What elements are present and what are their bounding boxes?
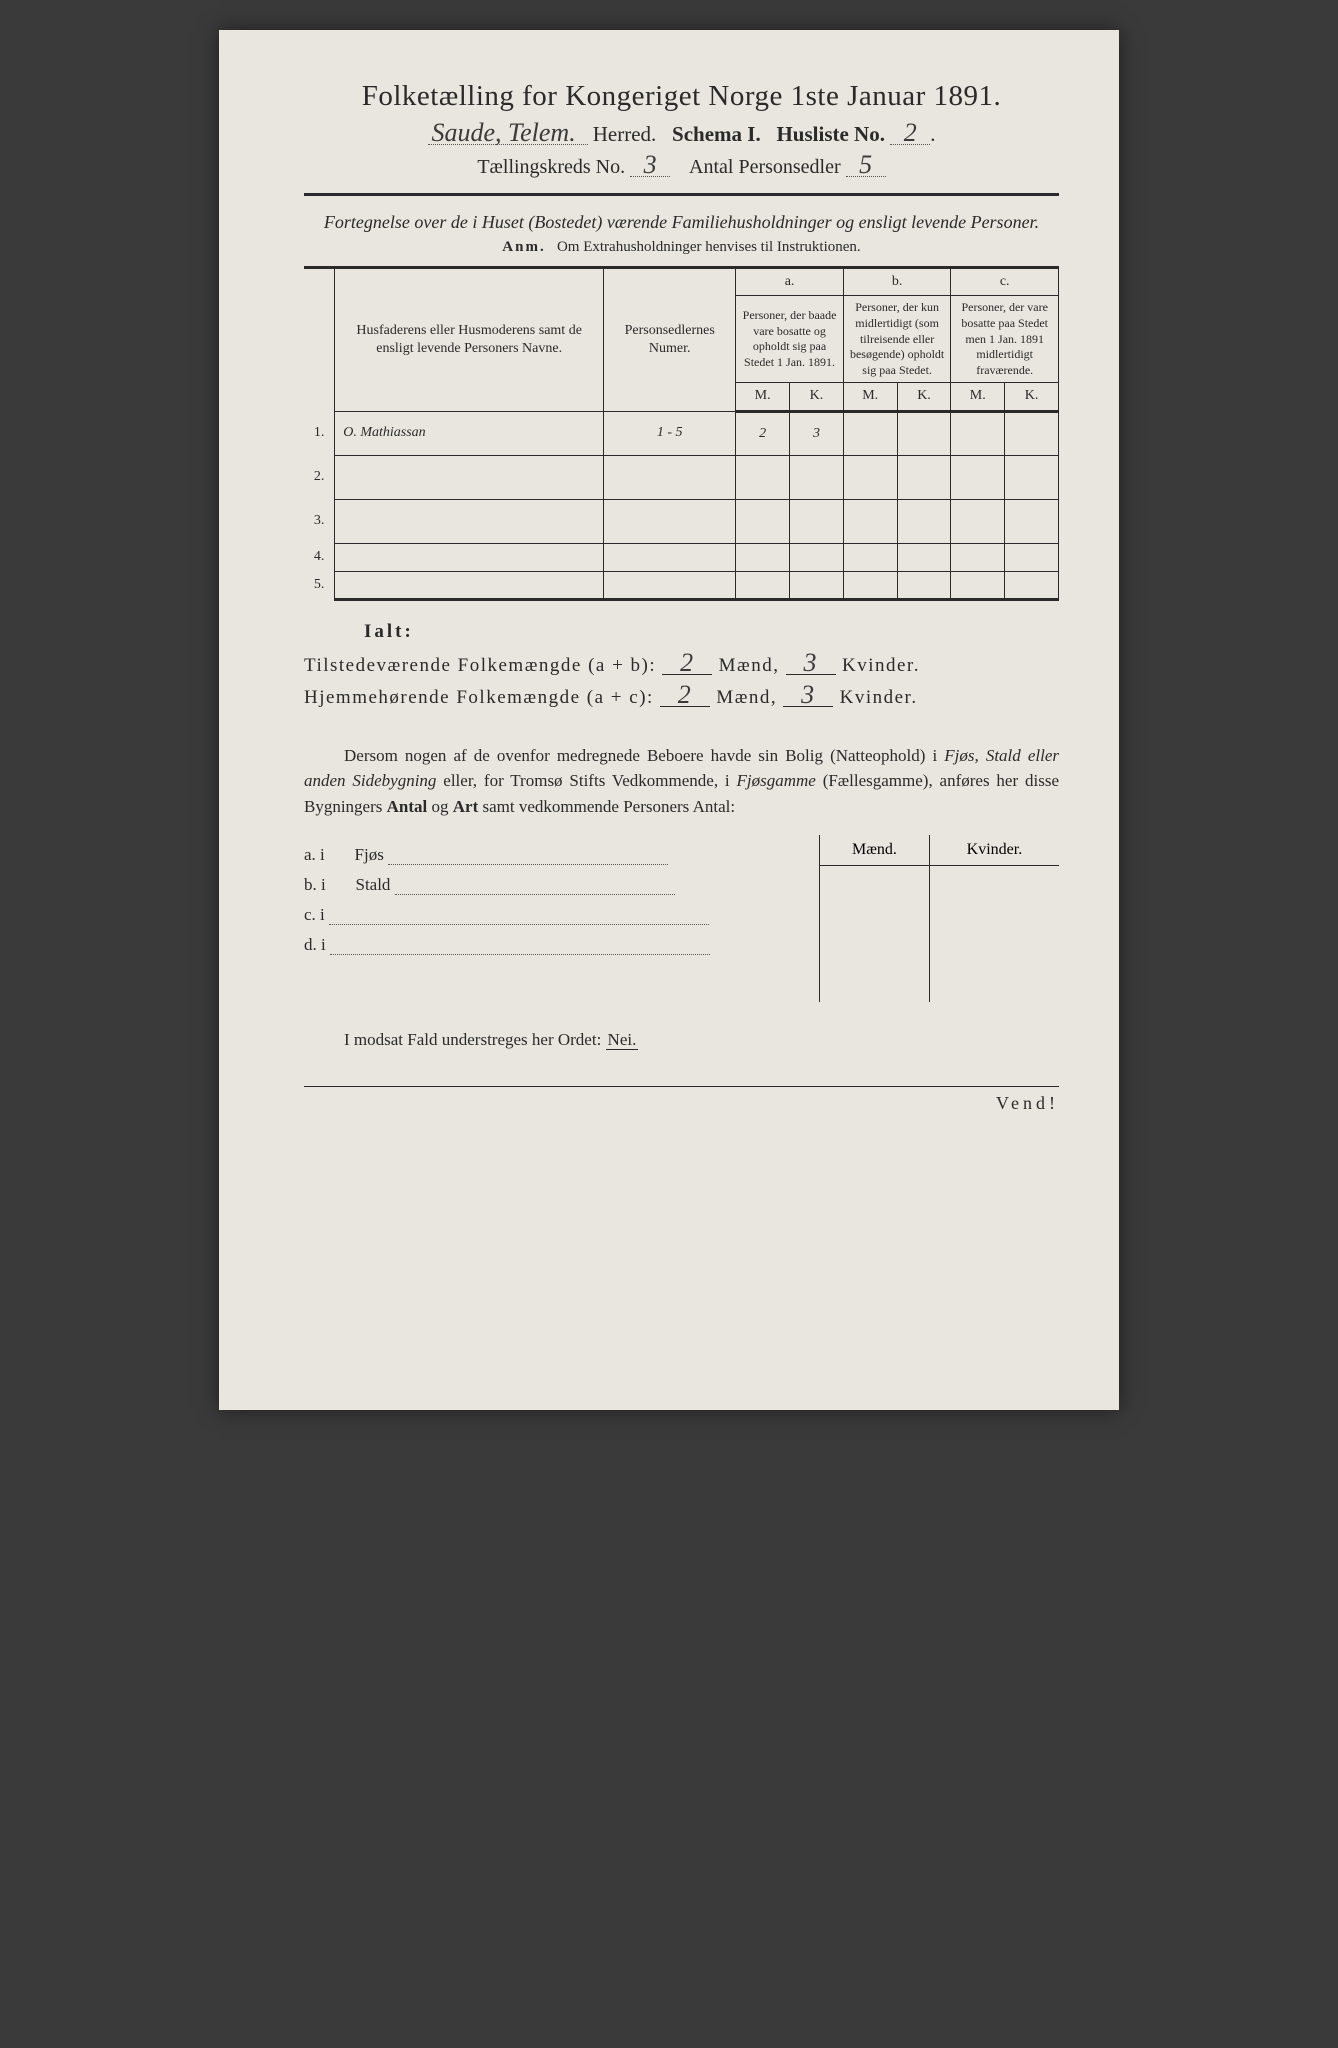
tilstede-kvinder: 3 [786,651,836,675]
buildings-list: a. i Fjøs b. i Stald c. i d. i [304,835,819,1002]
maend-header: Mænd. [820,835,929,866]
husliste-value: 2 [890,121,930,145]
anm-label: Anm. [502,239,545,255]
col-c-header: Personer, der vare bosatte paa Stedet me… [951,296,1059,383]
footer-vend: Vend! [304,1086,1059,1114]
totals-line-1: Tilstedeværende Folkemængde (a + b): 2 M… [304,651,1059,677]
dotted-line [330,941,710,955]
mk-header: M. [951,383,1005,411]
table-row: 2. [304,455,1059,499]
list-item: b. i Stald [304,875,819,895]
list-item: d. i [304,935,819,955]
col-b-label: b. [843,268,951,296]
anm-line: Anm. Om Extrahusholdninger henvises til … [304,239,1059,256]
husliste-label: Husliste No. [776,122,885,146]
ialt-label: Ialt: [304,621,1059,643]
mk-header: K. [790,383,844,411]
herred-label: Herred. [593,122,657,146]
anm-text: Om Extrahusholdninger henvises til Instr… [557,239,861,255]
col-c-label: c. [951,268,1059,296]
kvinder-header: Kvinder. [929,835,1059,866]
list-item: a. i Fjøs [304,845,819,865]
list-item: c. i [304,905,819,925]
subtitle: Fortegnelse over de i Huset (Bostedet) v… [304,210,1059,235]
nei-word: Nei. [606,1030,639,1050]
hjemme-maend: 2 [660,683,710,707]
dotted-line [395,881,675,895]
mk-header: M. [736,383,790,411]
buildings-table: a. i Fjøs b. i Stald c. i d. i [304,835,1059,1002]
page-title: Folketælling for Kongeriget Norge 1ste J… [304,80,1059,113]
header-line-1: Saude, Telem. Herred. Schema I. Husliste… [304,121,1059,147]
herred-value: Saude, Telem. [428,121,588,145]
census-form-page: Folketælling for Kongeriget Norge 1ste J… [219,30,1119,1410]
col-b-header: Personer, der kun midlertidigt (som tilr… [843,296,951,383]
buildings-counts: Mænd. Kvinder. [819,835,1059,1002]
mk-header: K. [1005,383,1059,411]
table-row: 3. [304,499,1059,543]
schema-label: Schema I. [672,122,761,146]
paragraph: Dersom nogen af de ovenfor medregnede Be… [304,743,1059,820]
kreds-label: Tællingskreds No. [477,156,625,178]
table-row: 1. O. Mathiassan 1 - 5 2 3 [304,411,1059,455]
totals-line-2: Hjemmehørende Folkemængde (a + c): 2 Mæn… [304,683,1059,709]
table-row: 5. [304,571,1059,599]
col2-header: Personsedlernes Numer. [604,268,736,411]
table-row: 4. [304,543,1059,571]
antal-value: 5 [846,153,886,177]
totals-block: Ialt: Tilstedeværende Folkemængde (a + b… [304,621,1059,709]
tilstede-maend: 2 [662,651,712,675]
mk-header: M. [843,383,897,411]
kreds-value: 3 [630,153,670,177]
divider [304,193,1059,196]
main-table: Husfaderens eller Husmoderens samt de en… [304,266,1059,600]
header-line-2: Tællingskreds No. 3 Antal Personsedler 5 [304,153,1059,179]
dotted-line [388,851,668,865]
hjemme-kvinder: 3 [783,683,833,707]
mk-header: K. [897,383,951,411]
col1-header: Husfaderens eller Husmoderens samt de en… [335,268,604,411]
col-a-label: a. [736,268,844,296]
col-a-header: Personer, der baade vare bosatte og opho… [736,296,844,383]
antal-label: Antal Personsedler [689,156,841,178]
dotted-line [329,911,709,925]
nei-line: I modsat Fald understreges her Ordet: Ne… [304,1030,1059,1050]
name-cell: O. Mathiassan [335,411,604,455]
